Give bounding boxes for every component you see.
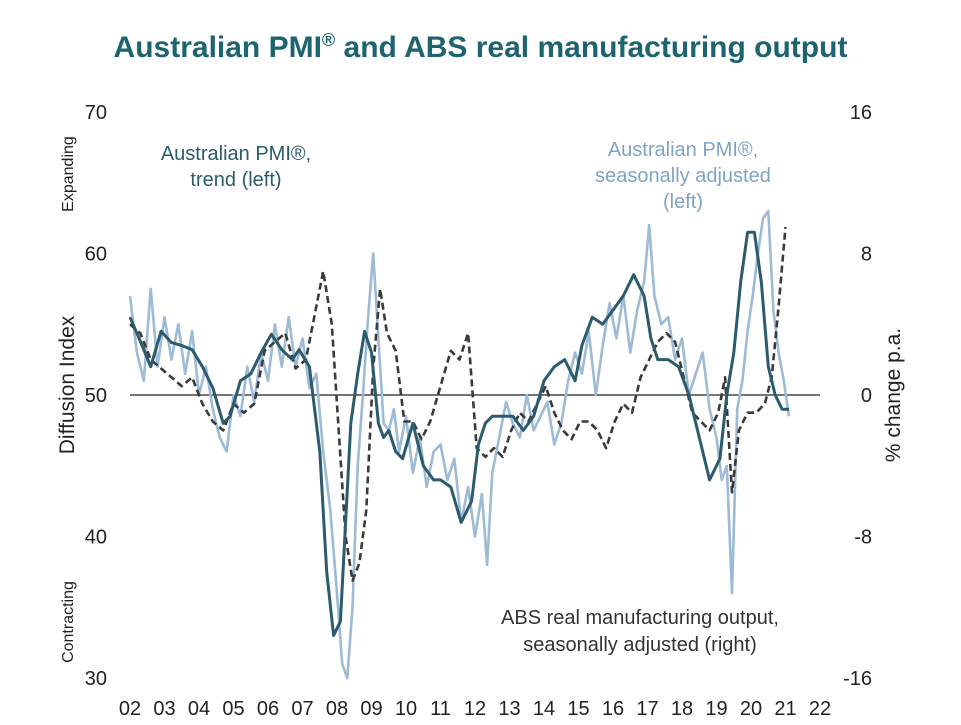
x-tick-label: 14 [533, 698, 555, 720]
series-pmi-trend [128, 230, 789, 637]
title-registered-mark: ® [321, 30, 336, 50]
expanding-label: Expanding [60, 136, 77, 212]
annotation-abs-line: ABS real manufacturing output, [501, 607, 779, 629]
x-tick-label: 06 [257, 698, 279, 720]
x-tick-label: 11 [430, 698, 451, 720]
ticks-group: 70 60 50 40 30 16 8 0 -8 -16 02 03 04 05 06 07 08 09 10 11 1… [56, 102, 905, 720]
y-right-tick-label: 16 [850, 102, 872, 124]
x-tick-label: 13 [498, 698, 520, 720]
x-tick-label: 22 [809, 698, 831, 720]
annotation-trend-line: Australian PMI®, [161, 143, 311, 165]
annotation-sa-line: Australian PMI®, [608, 139, 758, 161]
annotation-trend-line: trend (left) [190, 169, 281, 191]
y-right-axis-label: % change p.a. [882, 328, 905, 462]
chart-title: Australian PMI® and ABS real manufacturi… [0, 30, 961, 65]
x-tick-label: 10 [395, 698, 417, 720]
title-rest: and ABS real manufacturing output [335, 31, 848, 64]
y-right-tick-label: 0 [861, 385, 872, 407]
annotation-abs-line: seasonally adjusted (right) [523, 634, 756, 656]
labels-group: Australian PMI®, trend (left) Australian P… [161, 139, 779, 656]
y-right-tick-label: -8 [854, 527, 872, 549]
y-right-tick-label: 8 [861, 244, 872, 266]
contracting-label: Contracting [60, 581, 77, 663]
x-tick-label: 03 [153, 698, 175, 720]
x-tick-label: 18 [671, 698, 693, 720]
x-tick-label: 19 [705, 698, 727, 720]
x-tick-label: 08 [326, 698, 348, 720]
y-left-tick-label: 70 [85, 102, 107, 124]
x-tick-label: 16 [602, 698, 624, 720]
y-left-tick-label: 50 [85, 385, 107, 407]
x-tick-label: 02 [119, 698, 141, 720]
x-tick-label: 07 [291, 698, 313, 720]
series-group [128, 209, 820, 680]
x-tick-label: 20 [740, 698, 762, 720]
x-tick-label: 09 [360, 698, 382, 720]
series-pmi-seasonally-adjusted [128, 209, 791, 680]
y-right-tick-label: -16 [843, 668, 872, 690]
x-tick-label: 17 [636, 698, 658, 720]
x-tick-label: 04 [188, 698, 210, 720]
y-left-tick-label: 30 [85, 668, 107, 690]
y-left-axis-label: Diffusion Index [56, 315, 79, 454]
x-tick-label: 15 [567, 698, 589, 720]
annotation-sa-line: (left) [663, 191, 703, 213]
series-abs-output [129, 226, 787, 582]
y-left-tick-label: 40 [85, 527, 107, 549]
x-tick-label: 12 [464, 698, 486, 720]
y-left-tick-label: 60 [85, 244, 107, 266]
title-main: Australian PMI [113, 31, 322, 64]
x-tick-label: 05 [222, 698, 244, 720]
x-tick-label: 21 [774, 698, 796, 720]
annotation-sa-line: seasonally adjusted [595, 165, 771, 187]
